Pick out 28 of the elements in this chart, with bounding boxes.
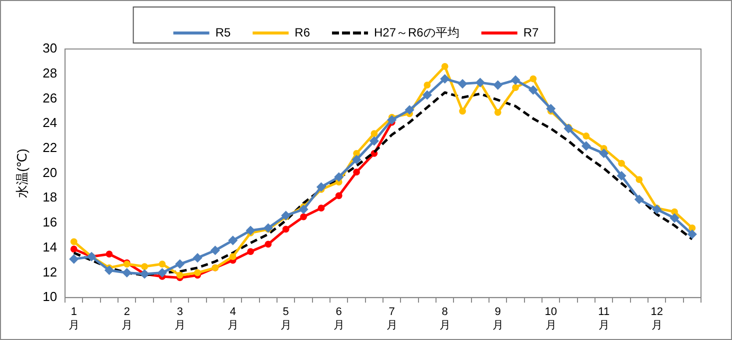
x-tick-label: 8月 bbox=[439, 306, 450, 332]
y-tick-label: 16 bbox=[42, 214, 58, 230]
x-tick-label: 5月 bbox=[280, 306, 292, 332]
legend-label: H27～R6の平均 bbox=[374, 25, 460, 40]
legend-label: R5 bbox=[215, 25, 231, 40]
x-tick-label: 3月 bbox=[174, 306, 186, 332]
y-tick-label: 24 bbox=[42, 115, 58, 130]
y-tick-label: 22 bbox=[42, 140, 58, 156]
x-tick-label: 10月 bbox=[544, 306, 557, 332]
y-tick-label: 28 bbox=[42, 65, 58, 80]
y-tick-label: 20 bbox=[42, 164, 58, 180]
y-tick-label: 30 bbox=[42, 40, 58, 56]
x-tick-label: 7月 bbox=[386, 306, 398, 332]
x-tick-label: 1月 bbox=[68, 306, 80, 332]
y-tick-label: 10 bbox=[42, 289, 58, 304]
y-tick-label: 18 bbox=[42, 190, 58, 205]
x-tick-label: 6月 bbox=[333, 306, 344, 332]
y-tick-label: 14 bbox=[42, 239, 58, 254]
x-tick-label: 11月 bbox=[598, 306, 610, 332]
legend-label: R7 bbox=[523, 25, 540, 40]
x-tick-label: 9月 bbox=[492, 306, 504, 332]
y-axis-title: 水温(℃) bbox=[14, 148, 30, 198]
y-tick-label: 26 bbox=[42, 90, 58, 106]
x-tick-label: 12月 bbox=[650, 306, 663, 332]
x-tick-label: 2月 bbox=[121, 306, 132, 332]
x-tick-label: 4月 bbox=[227, 306, 238, 332]
legend-label: R6 bbox=[294, 25, 310, 40]
y-tick-label: 12 bbox=[42, 264, 58, 280]
